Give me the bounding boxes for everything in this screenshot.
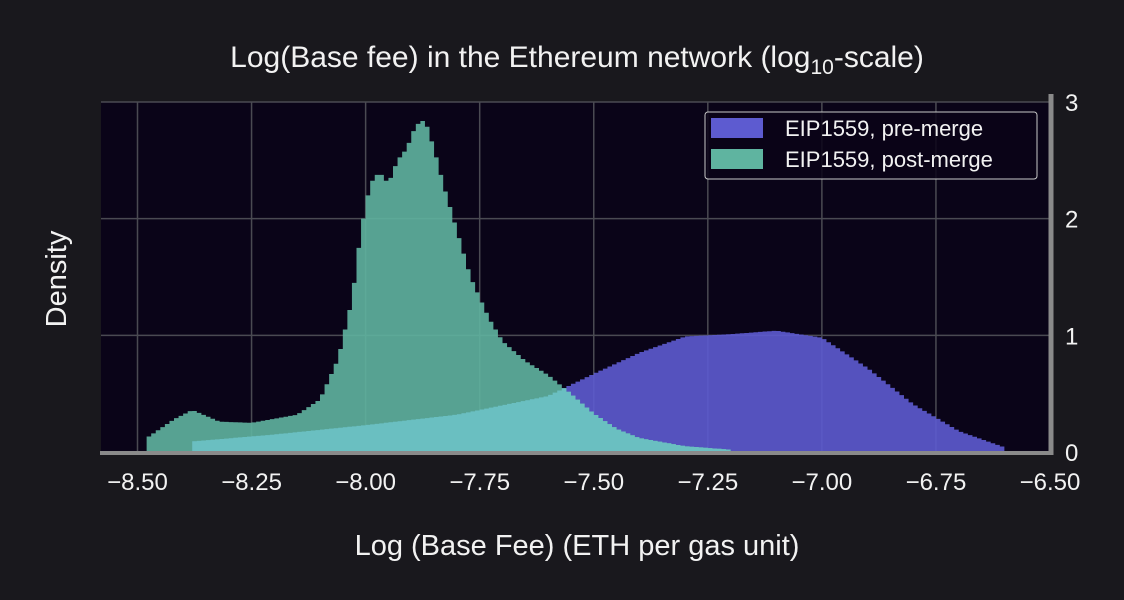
x-tick-label: −6.50 — [1020, 469, 1081, 496]
legend-label-post-merge: EIP1559, post-merge — [785, 147, 993, 172]
y-tick-label: 1 — [1065, 323, 1078, 350]
chart-title-subscript: 10 — [810, 56, 833, 79]
y-tick-label: 3 — [1065, 90, 1078, 117]
pre-merge-area — [192, 330, 1005, 452]
y-tick-labels: 0 1 2 3 — [1065, 90, 1078, 467]
x-tick-label: −8.50 — [107, 469, 168, 496]
overlap-area — [192, 388, 731, 452]
x-tick-label: −8.25 — [221, 469, 282, 496]
x-tick-label: −7.50 — [563, 469, 624, 496]
x-tick-labels: −8.50 −8.25 −8.00 −7.75 −7.50 −7.25 −7.00 −6.75… — [107, 469, 1080, 496]
chart-title: Log(Base fee) in the Ethereum network (l… — [230, 41, 924, 79]
post-merge-area — [146, 120, 731, 452]
legend-swatch-post-merge — [711, 149, 763, 169]
y-axis-label: Density — [41, 230, 73, 327]
pre-merge-series — [192, 330, 1005, 452]
legend-label-pre-merge: EIP1559, pre-merge — [785, 116, 983, 141]
x-tick-label: −7.00 — [792, 469, 853, 496]
x-tick-label: −7.75 — [449, 469, 510, 496]
chart-title-end: -scale) — [834, 41, 924, 74]
legend-swatch-pre-merge — [711, 118, 763, 138]
y-tick-label: 0 — [1065, 440, 1078, 467]
chart-title-main: Log(Base fee) in the Ethereum network (l… — [230, 41, 810, 74]
y-tick-label: 2 — [1065, 207, 1078, 234]
post-merge-series — [146, 120, 731, 452]
legend: EIP1559, pre-merge EIP1559, post-merge — [704, 111, 1038, 180]
overlap-region — [192, 388, 731, 452]
x-tick-label: −8.00 — [335, 469, 396, 496]
x-tick-label: −7.25 — [677, 469, 738, 496]
legend-box — [704, 111, 1038, 180]
axes — [100, 94, 1054, 455]
x-axis-label: Log (Base Fee) (ETH per gas unit) — [355, 530, 800, 562]
x-tick-label: −6.75 — [906, 469, 967, 496]
